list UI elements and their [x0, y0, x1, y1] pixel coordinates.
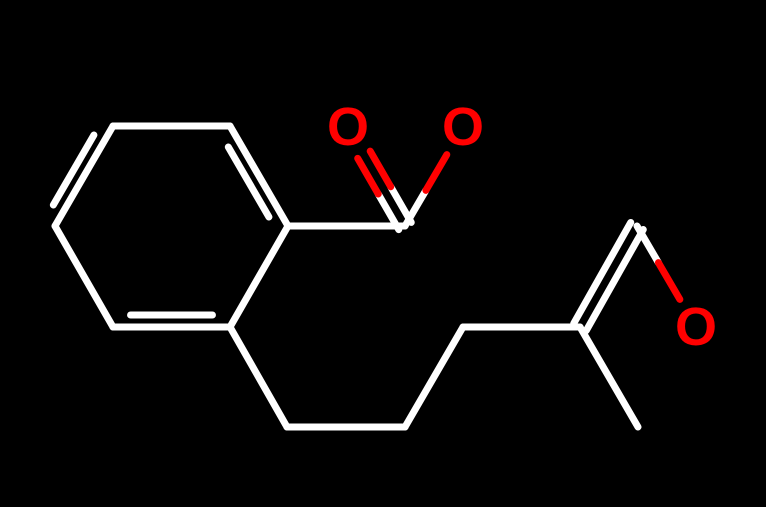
atom-o-label: O: [327, 97, 369, 157]
molecule-diagram: O O O: [0, 0, 766, 507]
atom-o-label: O: [675, 297, 717, 357]
atom-o-label: O: [442, 97, 484, 157]
